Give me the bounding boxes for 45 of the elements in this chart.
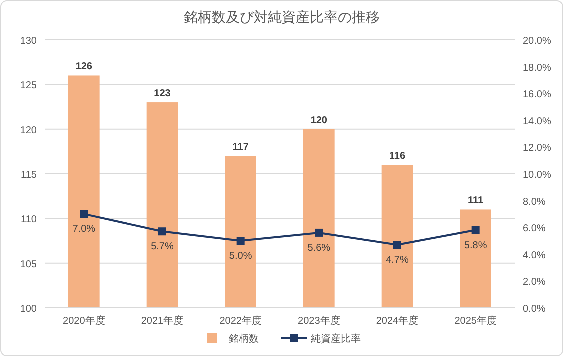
y-tick-label: 115: [21, 170, 38, 181]
y-tick-label: 100: [20, 304, 38, 315]
x-tick-label: 2024年度: [376, 315, 419, 327]
x-tick-label: 2020年度: [63, 315, 106, 327]
data-label: 5.7%: [151, 242, 174, 253]
y2-tick-label: 12.0%: [523, 143, 552, 154]
y2-tick-label: 16.0%: [523, 90, 552, 101]
chart-title: 銘柄数及び対純資産比率の推移: [184, 9, 380, 25]
y2-tick-label: 0.0%: [523, 304, 546, 315]
y2-tick-label: 8.0%: [523, 196, 546, 208]
y-tick-label: 125: [20, 80, 38, 92]
data-label: 123: [154, 88, 172, 100]
y-tick-label: 130: [20, 36, 38, 47]
point: [236, 237, 245, 245]
y2-tick-label: 14.0%: [523, 116, 552, 128]
data-label: 5.8%: [464, 240, 488, 252]
y2-tick-label: 4.0%: [523, 250, 546, 262]
y2-tick-label: 2.0%: [523, 277, 546, 288]
y2-tick-label: 6.0%: [523, 224, 546, 235]
point: [158, 228, 166, 236]
y-tick-label: 110: [21, 214, 38, 226]
point: [80, 210, 88, 218]
data-label: 126: [76, 62, 93, 73]
y2-tick-label: 10.0%: [523, 170, 552, 181]
x-tick-label: 2021年度: [141, 315, 184, 327]
y-tick-label: 120: [20, 125, 38, 136]
point: [315, 228, 324, 237]
data-label: 117: [232, 142, 250, 154]
x-tick-label: 2023年度: [298, 315, 340, 327]
point: [472, 226, 480, 234]
data-label: 5.0%: [229, 251, 252, 262]
x-tick-label: 2025年度: [454, 315, 497, 327]
data-label: 5.6%: [308, 242, 331, 254]
legend-label: 銘柄数: [229, 333, 259, 345]
data-label: 120: [310, 115, 328, 126]
y-tick-label: 105: [20, 259, 38, 270]
data-label: 4.7%: [386, 255, 410, 266]
x-tick-label: 2022年度: [220, 315, 262, 327]
data-label: 7.0%: [72, 224, 96, 236]
legend-label: 純資産比率: [311, 333, 361, 345]
y2-tick-label: 18.0%: [523, 62, 552, 74]
data-label: 111: [468, 196, 484, 207]
data-label: 116: [389, 151, 406, 162]
point: [394, 241, 402, 250]
y2-tick-label: 20.0%: [523, 36, 552, 47]
